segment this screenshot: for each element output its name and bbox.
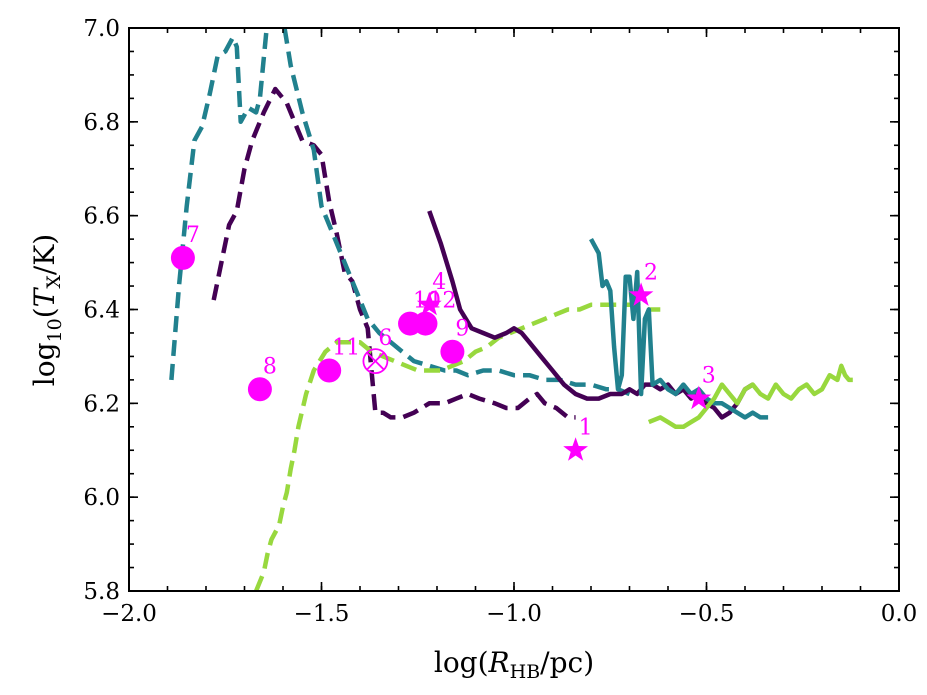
line-teal-dashed: [169, 28, 631, 397]
line-teal-solid: [589, 238, 769, 420]
line-lime-dashed: [254, 302, 661, 591]
point-7: [170, 245, 195, 270]
x-tick-label: −1.5: [294, 601, 350, 627]
point-label-11: 11: [332, 335, 360, 360]
plot-frame: [128, 27, 900, 592]
point-1: [563, 437, 588, 461]
y-tick-label: 6.6: [83, 204, 120, 230]
y-tick-label: 6.2: [83, 391, 120, 417]
point-label-6: 6: [378, 326, 392, 351]
x-axis-label: log(RHB/pc): [434, 646, 594, 683]
line-lime-solid: [647, 363, 853, 430]
y-axis-label: log10(TX/K): [28, 234, 66, 386]
line-purple-dashed: [211, 86, 576, 420]
point-12: [413, 311, 438, 336]
x-tick-label: 0.0: [881, 601, 918, 627]
y-tick-label: 6.0: [83, 485, 120, 511]
point-9: [440, 339, 465, 364]
point-4: [416, 291, 442, 316]
point-label-2: 2: [644, 260, 658, 285]
series-lines: [169, 28, 853, 591]
point-8: [247, 377, 272, 402]
x-tick-label: −2.0: [101, 601, 157, 627]
point-label-12: 12: [428, 289, 456, 314]
point-3: [686, 385, 712, 410]
point-label-7: 7: [186, 223, 200, 248]
y-tick-label: 6.8: [83, 110, 120, 136]
point-label-1: 1: [579, 415, 593, 440]
point-11: [317, 358, 342, 383]
y-tick-label: 5.8: [83, 579, 120, 605]
point-label-9: 9: [455, 317, 469, 342]
point-label-4: 4: [432, 270, 446, 295]
y-tick-label: 6.4: [83, 298, 120, 324]
point-label-3: 3: [702, 364, 716, 389]
x-tick-label: −1.0: [486, 601, 542, 627]
point-6: [362, 348, 389, 375]
y-tick-label: 7.0: [83, 16, 120, 42]
point-label-8: 8: [263, 354, 277, 379]
axis-ticks: −2.0 −1.5 −1.0 −0.5 0.0 5.8 6.0 6.2 6.4 6.6 6.8 7.0: [83, 16, 917, 627]
point-2: [628, 282, 654, 306]
x-tick-label: −0.5: [679, 601, 735, 627]
data-points: 78116104912123: [170, 223, 716, 461]
